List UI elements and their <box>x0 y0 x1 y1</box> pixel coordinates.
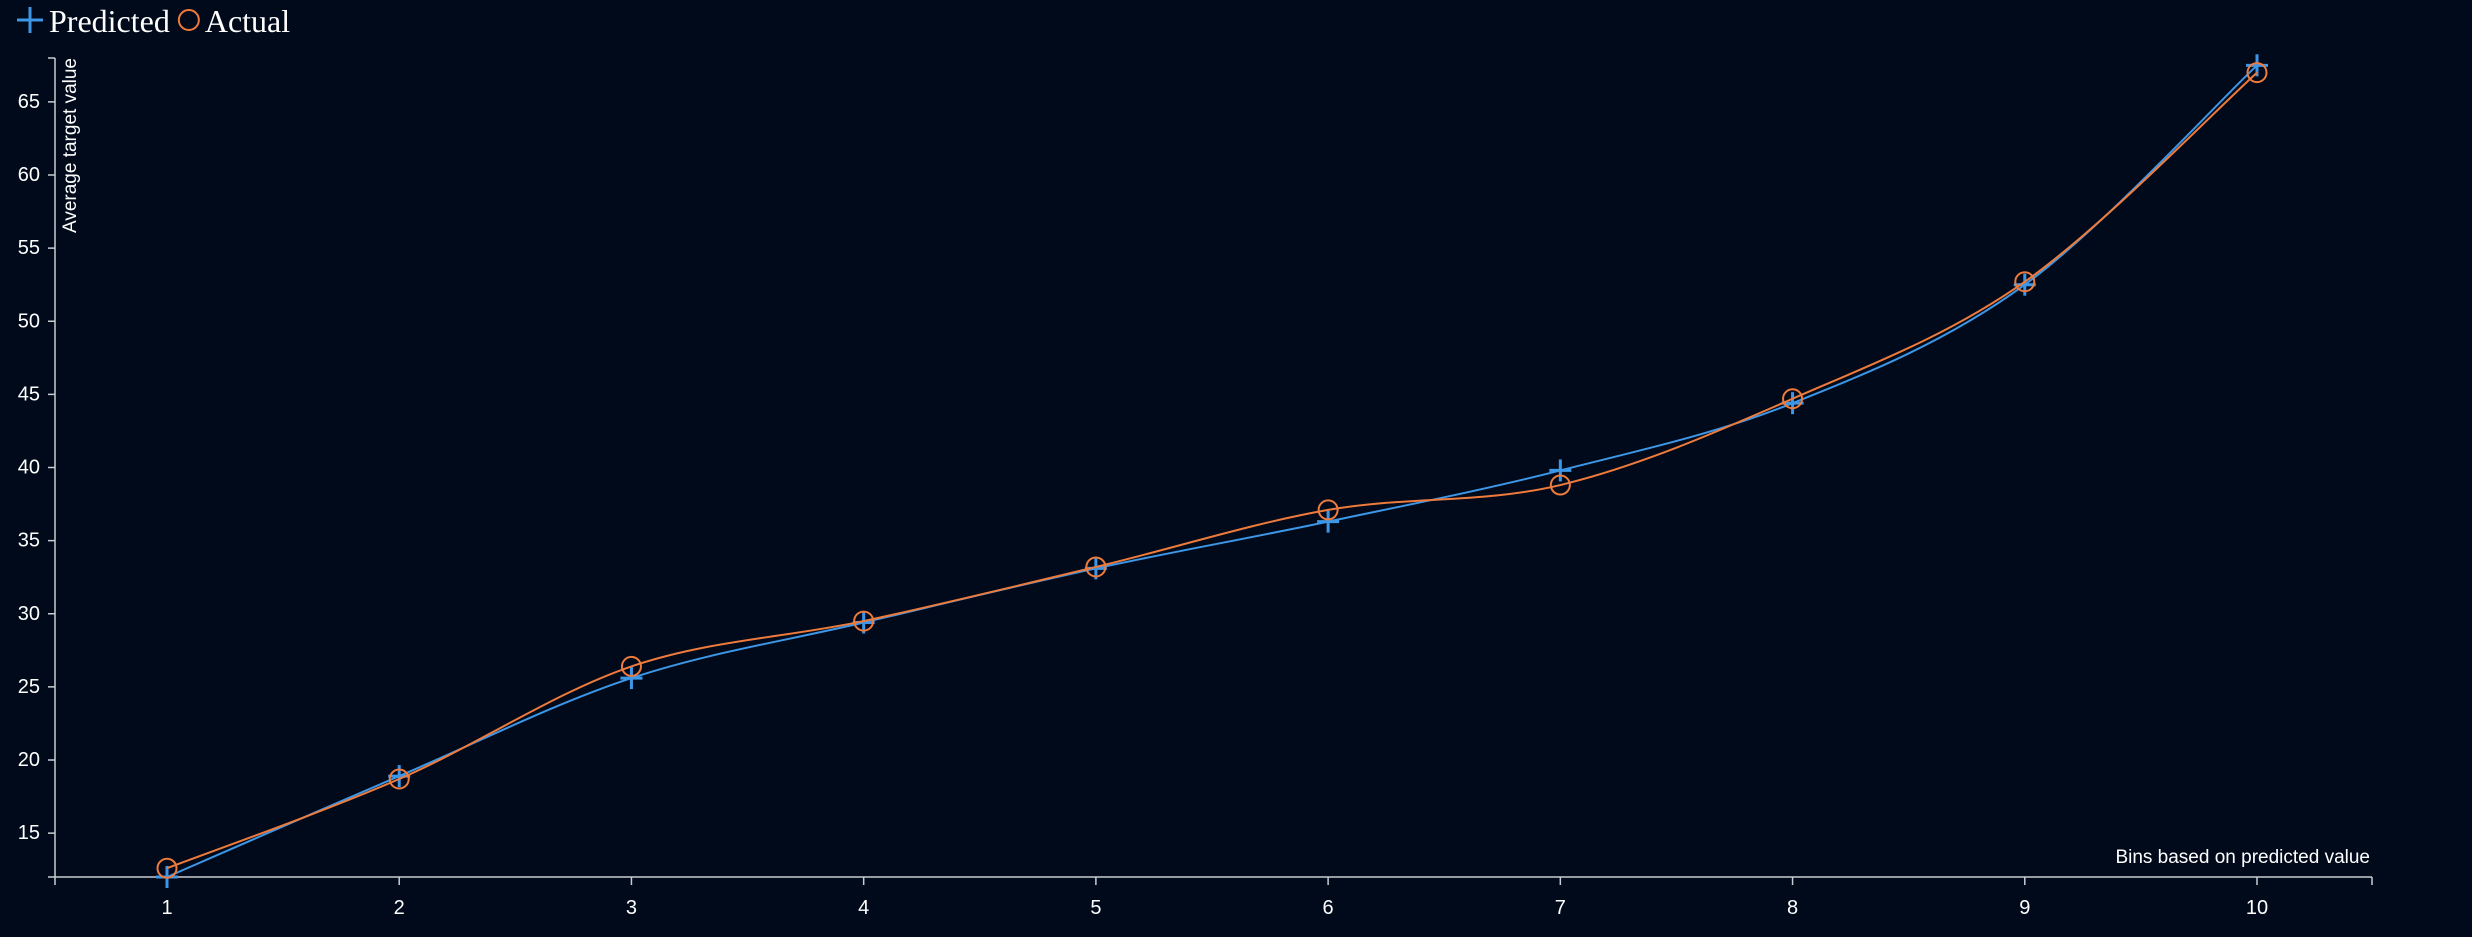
x-tick-label: 1 <box>161 897 172 919</box>
legend-item-actual: Actual <box>177 3 290 39</box>
data-point-actual <box>1782 388 1804 410</box>
x-tick-label: 3 <box>626 897 637 919</box>
y-tick-label: 55 <box>18 237 40 259</box>
y-tick-label: 15 <box>18 822 40 844</box>
data-point-predicted <box>620 667 643 690</box>
x-tick-label: 4 <box>858 897 869 919</box>
y-tick-label: 30 <box>18 603 40 625</box>
x-tick-label: 8 <box>1787 897 1798 919</box>
data-point-actual <box>2246 62 2268 84</box>
data-point-actual <box>156 857 178 879</box>
y-tick-label: 20 <box>18 749 40 771</box>
series-line-predicted <box>166 64 2258 878</box>
x-tick-label: 9 <box>2019 897 2030 919</box>
x-axis-title: Bins based on predicted value <box>2115 847 2370 868</box>
data-point-actual <box>620 655 642 677</box>
x-tick-label: 5 <box>1090 897 1101 919</box>
data-point-actual <box>1085 556 1107 578</box>
legend-label-predicted: Predicted <box>49 3 170 39</box>
y-axis-title: Average target value <box>60 58 81 233</box>
y-tick-label: 40 <box>18 457 40 479</box>
legend-item-predicted: Predicted <box>17 3 170 39</box>
x-tick-label: 2 <box>394 897 405 919</box>
legend-label-actual: Actual <box>205 3 290 39</box>
y-tick-label: 50 <box>18 310 40 332</box>
data-point-predicted <box>1549 459 1572 482</box>
series-predicted <box>156 54 2268 888</box>
series-line-actual <box>166 71 2258 870</box>
series-layer <box>156 54 2268 888</box>
y-tick-label: 60 <box>18 164 40 186</box>
data-point-actual <box>1317 499 1339 521</box>
data-point-predicted <box>1317 510 1340 533</box>
legend-circle-icon <box>177 9 200 31</box>
y-tick-label: 35 <box>18 530 40 552</box>
y-tick-label: 65 <box>18 91 40 113</box>
data-point-actual <box>1549 474 1571 496</box>
series-actual <box>156 62 2268 879</box>
x-tick-label: 7 <box>1555 897 1566 919</box>
data-point-actual <box>853 610 875 632</box>
data-point-actual <box>2014 271 2036 293</box>
legend: Predicted Actual <box>17 3 290 39</box>
y-tick-label: 25 <box>18 676 40 698</box>
x-tick-label: 6 <box>1323 897 1334 919</box>
x-tick-label: 10 <box>2246 897 2268 919</box>
y-tick-label: 45 <box>18 383 40 405</box>
data-point-actual <box>388 768 410 790</box>
